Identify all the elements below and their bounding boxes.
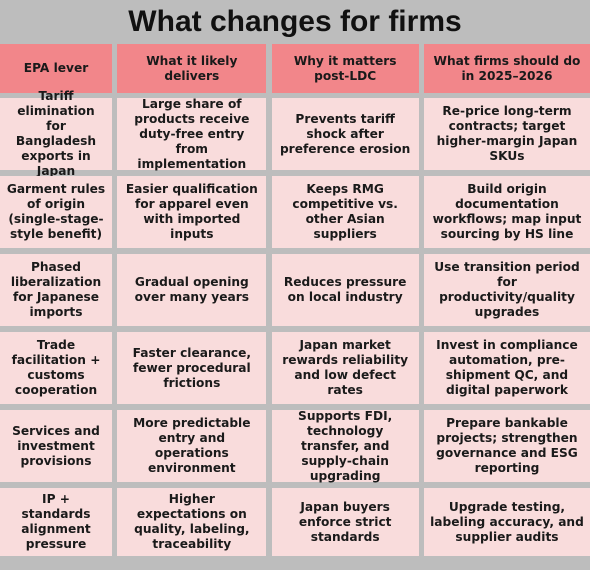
header-cell-why-matters: Why it matters post-LDC bbox=[271, 44, 419, 93]
table-cell: Build origin documentation workflows; ma… bbox=[423, 176, 590, 248]
table-cell: Phased liberalization for Japanese impor… bbox=[0, 254, 112, 326]
table-cell: Reduces pressure on local industry bbox=[271, 254, 419, 326]
table-row: IP + standards alignment pressure Higher… bbox=[0, 488, 590, 556]
table-cell: Garment rules of origin (single-stage-st… bbox=[0, 176, 112, 248]
table-cell: Large share of products receive duty-fre… bbox=[117, 97, 267, 171]
table-cell: Easier qualification for apparel even wi… bbox=[117, 176, 267, 248]
table-cell: IP + standards alignment pressure bbox=[0, 488, 112, 556]
table-row: Garment rules of origin (single-stage-st… bbox=[0, 176, 590, 254]
table-row: Services and investment provisions More … bbox=[0, 409, 590, 488]
table-cell: Japan market rewards reliability and low… bbox=[271, 332, 419, 404]
table-row: Phased liberalization for Japanese impor… bbox=[0, 254, 590, 332]
table-cell: Japan buyers enforce strict standards bbox=[271, 488, 419, 556]
table-row: Tariff elimination for Bangladesh export… bbox=[0, 89, 590, 178]
table-cell: Prepare bankable projects; strengthen go… bbox=[423, 410, 590, 482]
table-cell: Gradual opening over many years bbox=[117, 254, 267, 326]
table-cell: Invest in compliance automation, pre-shi… bbox=[423, 332, 590, 404]
table-cell: Higher expectations on quality, labeling… bbox=[117, 488, 267, 556]
table-cell: Services and investment provisions bbox=[0, 410, 112, 482]
table-cell: Tariff elimination for Bangladesh export… bbox=[0, 89, 112, 178]
header-cell-delivers: What it likely delivers bbox=[117, 44, 267, 93]
table-header-row: EPA lever What it likely delivers Why it… bbox=[0, 44, 590, 98]
epa-table: EPA lever What it likely delivers Why it… bbox=[0, 44, 590, 556]
header-cell-epa-lever: EPA lever bbox=[0, 44, 112, 93]
table-cell: Use transition period for productivity/q… bbox=[423, 254, 590, 326]
table-cell: Trade facilitation + customs cooperation bbox=[0, 332, 112, 404]
table-cell: More predictable entry and operations en… bbox=[117, 410, 267, 482]
page-title: What changes for firms bbox=[128, 5, 462, 38]
table-cell: Prevents tariff shock after preference e… bbox=[271, 98, 419, 170]
table-cell: Supports FDI, technology transfer, and s… bbox=[271, 409, 419, 483]
table-row: Trade facilitation + customs cooperation… bbox=[0, 332, 590, 410]
table-cell: Faster clearance, fewer procedural frict… bbox=[117, 332, 267, 404]
table-cell: Keeps RMG competitive vs. other Asian su… bbox=[271, 176, 419, 248]
table-cell: Re-price long-term contracts; target hig… bbox=[423, 98, 590, 170]
table-cell: Upgrade testing, labeling accuracy, and … bbox=[423, 488, 590, 556]
header-cell-firms-should-do: What firms should do in 2025–2026 bbox=[423, 44, 590, 93]
